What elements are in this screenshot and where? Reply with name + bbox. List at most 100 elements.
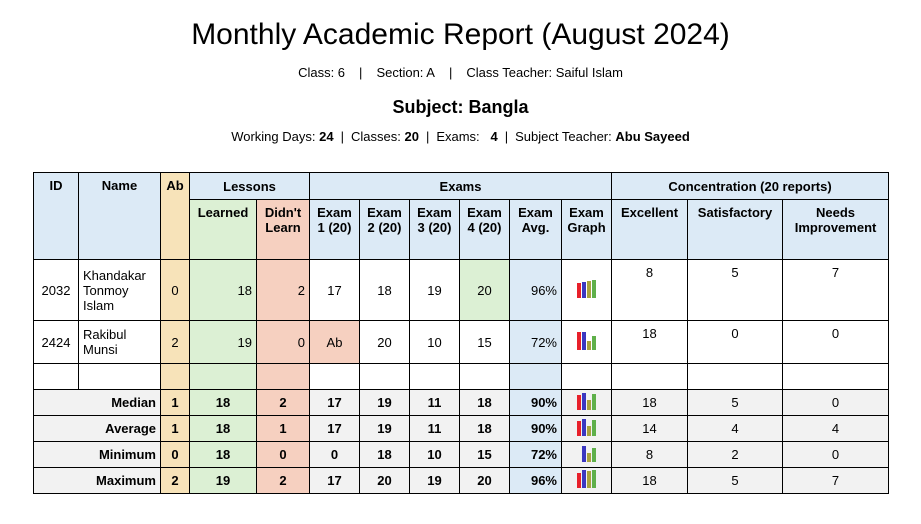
exam-bar <box>587 340 591 350</box>
empty-row <box>33 363 890 390</box>
summary-row: Average 1 18 1 17 19 11 18 90% 14 4 4 <box>33 415 890 442</box>
header-exam-graph: Exam Graph <box>560 199 613 260</box>
class-teacher-text: Class Teacher: Saiful Islam <box>466 65 623 80</box>
exam-1-score: Ab <box>309 320 360 364</box>
excellent-count: 18 <box>611 389 689 416</box>
header-exam-1: Exam 1 (20) <box>309 199 360 260</box>
header-id: ID <box>33 172 79 260</box>
exam-bar <box>587 400 591 410</box>
exam-average: 96% <box>509 467 562 494</box>
exam-4-score: 15 <box>459 320 510 364</box>
summary-row: Minimum 0 18 0 0 18 10 15 72% 8 2 0 <box>33 441 890 468</box>
exam-bar <box>577 331 581 350</box>
didnt-learn-count: 2 <box>256 467 310 494</box>
subject-teacher-label: Subject Teacher: <box>515 129 612 144</box>
learned-count: 18 <box>189 259 257 321</box>
exam-3-score: 11 <box>409 415 460 442</box>
exam-average: 72% <box>509 441 562 468</box>
exam-bar <box>582 419 586 436</box>
header-needs-improvement: Needs Improvement <box>782 199 890 260</box>
header-satisfactory: Satisfactory <box>687 199 784 260</box>
learned-count: 18 <box>189 389 257 416</box>
summary-label: Minimum <box>33 441 161 468</box>
exam-sparkline <box>560 320 613 364</box>
exam-bar <box>587 280 591 298</box>
summary-label: Average <box>33 415 161 442</box>
didnt-learn-count: 0 <box>256 320 310 364</box>
exam-1-score: 17 <box>309 415 360 442</box>
exam-bar <box>592 420 596 436</box>
exam-bar <box>582 470 586 488</box>
satisfactory-count: 4 <box>687 415 784 442</box>
table-row: 2424 Rakibul Munsi 2 19 0 Ab 20 10 15 72… <box>33 320 890 364</box>
exam-3-score: 10 <box>409 320 460 364</box>
exam-bar <box>582 446 586 462</box>
exam-bar <box>587 453 591 462</box>
needs-improvement-count: 7 <box>782 259 890 321</box>
learned-count: 18 <box>189 415 257 442</box>
satisfactory-count: 5 <box>687 259 784 321</box>
summary-row: Median 1 18 2 17 19 11 18 90% 18 5 0 <box>33 389 890 416</box>
table-row: 2032 Khandakar Tonmoy Islam 0 18 2 17 18… <box>33 259 890 321</box>
absence-count: 2 <box>160 320 190 364</box>
report-table: ID Name Ab Lessons Exams Concentration (… <box>33 172 890 494</box>
separator: | <box>504 129 509 144</box>
exam-3-score: 11 <box>409 389 460 416</box>
excellent-count: 8 <box>611 441 689 468</box>
student-name: Rakibul Munsi <box>78 320 161 364</box>
exam-sparkline <box>560 441 613 468</box>
learned-count: 18 <box>189 441 257 468</box>
header-didnt-learn: Didn't Learn <box>256 199 310 260</box>
exam-2-score: 18 <box>359 441 410 468</box>
exam-2-score: 19 <box>359 389 410 416</box>
excellent-count: 8 <box>611 259 689 321</box>
exam-sparkline <box>560 415 613 442</box>
didnt-learn-count: 1 <box>256 415 310 442</box>
header-concentration: Concentration (20 reports) <box>611 172 890 200</box>
exams-value: 4 <box>490 129 498 144</box>
classes-value: 20 <box>404 129 419 144</box>
header-exams: Exams <box>308 172 613 200</box>
header-lessons: Lessons <box>189 172 310 200</box>
separator: | <box>448 65 453 80</box>
separator: | <box>425 129 430 144</box>
exam-bar <box>577 282 581 298</box>
absence-count: 1 <box>160 415 190 442</box>
exam-4-score: 18 <box>459 415 510 442</box>
exam-bar <box>582 393 586 410</box>
exam-4-score: 20 <box>459 467 510 494</box>
header-name: Name <box>78 172 161 260</box>
exam-2-score: 19 <box>359 415 410 442</box>
exam-1-score: 0 <box>309 441 360 468</box>
header-exam-3: Exam 3 (20) <box>409 199 460 260</box>
header-exam-4: Exam 4 (20) <box>459 199 510 260</box>
exam-4-score: 15 <box>459 441 510 468</box>
exam-2-score: 20 <box>359 320 410 364</box>
exam-bar <box>582 331 586 350</box>
exam-3-score: 10 <box>409 441 460 468</box>
working-days-value: 24 <box>319 129 334 144</box>
exam-1-score: 17 <box>309 259 360 321</box>
exam-2-score: 18 <box>359 259 410 321</box>
exam-4-score: 20 <box>459 259 510 321</box>
needs-improvement-count: 4 <box>782 415 890 442</box>
student-id: 2424 <box>33 320 79 364</box>
header-excellent: Excellent <box>611 199 689 260</box>
exam-sparkline <box>560 259 613 321</box>
class-text: Class: 6 <box>298 65 346 80</box>
summary-label: Median <box>33 389 161 416</box>
working-days-label: Working Days: <box>231 129 316 144</box>
exams-label: Exams: <box>436 129 480 144</box>
absence-count: 2 <box>160 467 190 494</box>
exam-3-score: 19 <box>409 259 460 321</box>
needs-improvement-count: 0 <box>782 441 890 468</box>
didnt-learn-count: 2 <box>256 259 310 321</box>
student-id: 2032 <box>33 259 79 321</box>
subject-title: Subject: Bangla <box>392 97 529 117</box>
exam-sparkline <box>560 467 613 494</box>
subject-teacher-value: Abu Sayeed <box>615 129 690 144</box>
exam-bar <box>592 335 596 350</box>
exam-bar <box>592 448 596 462</box>
exam-bar <box>577 395 581 410</box>
didnt-learn-count: 2 <box>256 389 310 416</box>
